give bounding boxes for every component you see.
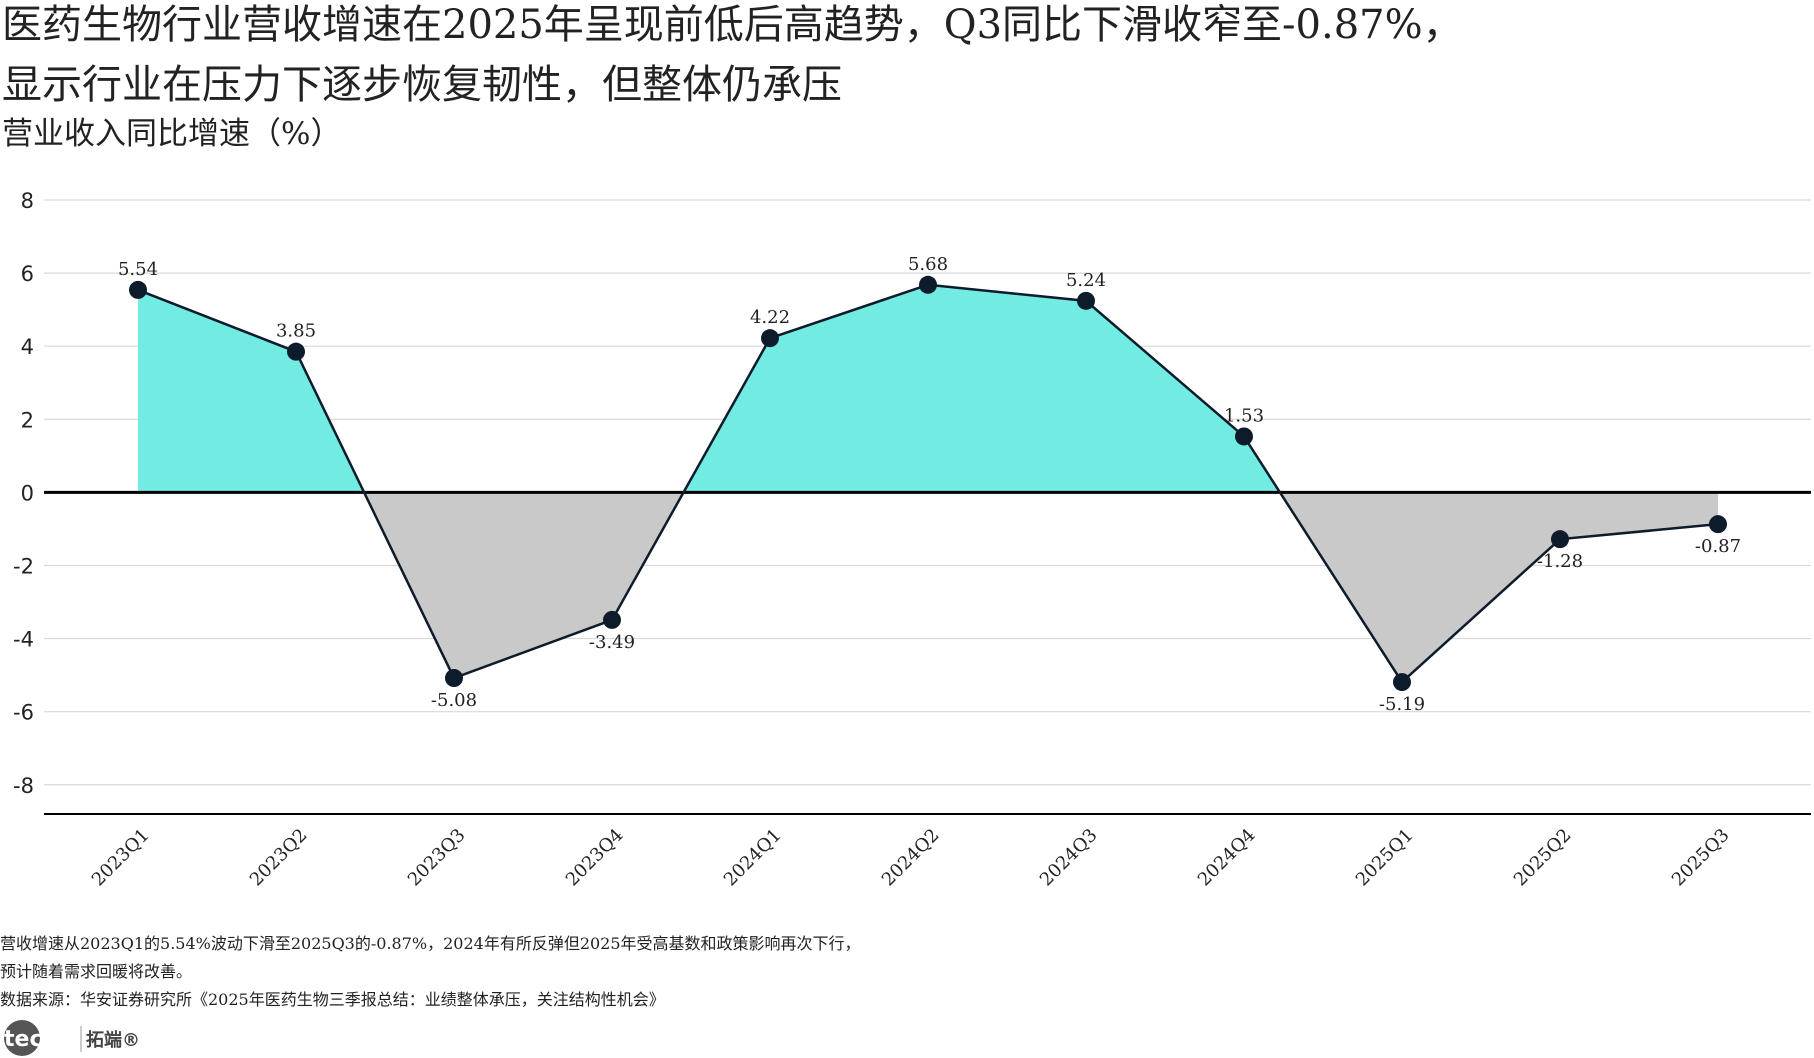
x-tick-label: 2023Q3 xyxy=(404,825,470,891)
note: 数据来源：华安证券研究所《2025年医药生物三季报总结：业绩整体承压，关注结构性… xyxy=(0,990,665,1009)
x-tick-label: 2025Q2 xyxy=(1510,825,1576,891)
y-axis-label: 营业收入同比增速（%） xyxy=(2,116,341,152)
note: 预计随着需求回暖将改善。 xyxy=(0,962,192,981)
y-tick-label: -8 xyxy=(13,774,34,798)
value-label: -1.28 xyxy=(1537,551,1583,572)
point xyxy=(287,342,305,361)
value-label: 5.54 xyxy=(118,259,158,280)
point xyxy=(1077,291,1095,310)
value-label: -0.87 xyxy=(1695,536,1741,557)
logo: tecdat xyxy=(4,1027,84,1052)
x-tick-label: 2025Q1 xyxy=(1352,825,1418,891)
point xyxy=(919,275,937,294)
point xyxy=(129,280,147,299)
value-label: -3.49 xyxy=(589,632,635,653)
chart-title: 医药生物行业营收增速在2025年呈现前低后高趋势，Q3同比下滑收窄至-0.87%… xyxy=(2,2,1463,48)
x-tick-label: 2024Q1 xyxy=(720,825,786,891)
chart-title: 显示行业在压力下逐步恢复韧性，但整体仍承压 xyxy=(2,62,842,108)
y-tick-label: 2 xyxy=(21,408,34,432)
point xyxy=(1393,673,1411,692)
x-tick-label: 2023Q1 xyxy=(88,825,154,891)
value-label: 5.68 xyxy=(908,254,948,275)
y-tick-label: -2 xyxy=(13,554,34,578)
x-tick-label: 2025Q3 xyxy=(1668,825,1734,891)
value-label: -5.19 xyxy=(1379,694,1425,715)
y-tick-label: 4 xyxy=(21,335,34,359)
note: 营收增速从2023Q1的5.54%波动下滑至2025Q3的-0.87%，2024… xyxy=(0,934,861,953)
logo: 拓端® xyxy=(86,1029,140,1051)
y-tick-label: 0 xyxy=(21,481,34,505)
value-label: 3.85 xyxy=(276,321,316,342)
logo-badge xyxy=(4,1020,40,1056)
y-tick-label: -4 xyxy=(13,628,34,652)
x-tick-label: 2024Q3 xyxy=(1036,825,1102,891)
point xyxy=(445,669,463,688)
x-tick-label: 2024Q4 xyxy=(1194,825,1260,891)
y-tick-label: -6 xyxy=(13,701,34,725)
area-positive xyxy=(138,284,1280,493)
value-label: 4.22 xyxy=(750,307,790,328)
point xyxy=(1709,515,1727,534)
value-label: 1.53 xyxy=(1224,405,1264,426)
point xyxy=(1551,530,1569,549)
value-label: -5.08 xyxy=(431,690,477,711)
area-negative xyxy=(138,492,1718,683)
x-tick-label: 2024Q2 xyxy=(878,825,944,891)
y-tick-label: 6 xyxy=(21,262,34,286)
point xyxy=(603,610,621,629)
point xyxy=(1235,427,1253,446)
x-tick-label: 2023Q2 xyxy=(246,825,312,891)
point xyxy=(761,329,779,348)
value-label: 5.24 xyxy=(1066,270,1106,291)
x-tick-label: 2023Q4 xyxy=(562,825,628,891)
y-tick-label: 8 xyxy=(21,189,34,213)
